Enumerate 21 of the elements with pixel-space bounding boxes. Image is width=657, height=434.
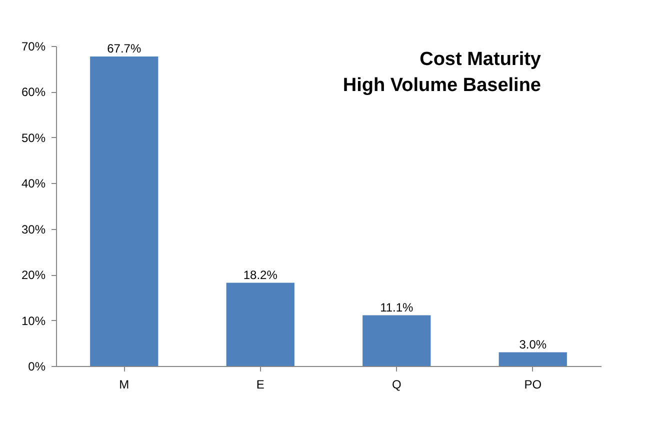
x-tick-label: Q (392, 378, 402, 392)
x-tick-label: E (256, 378, 264, 392)
y-tick-label: 30% (21, 222, 46, 236)
data-label: 3.0% (519, 337, 547, 352)
y-tick-label: 60% (21, 85, 46, 100)
data-label: 67.7% (107, 42, 142, 56)
y-tick-label: 40% (21, 176, 46, 191)
y-tick-label: 10% (21, 314, 46, 328)
y-tick-label: 50% (21, 130, 46, 145)
data-label: 11.1% (380, 300, 414, 314)
y-tick-label: 20% (21, 268, 46, 282)
x-tick-label: PO (524, 378, 542, 392)
y-tick-label: 0% (28, 360, 46, 374)
y-tick-label: 70% (21, 40, 46, 54)
data-label: 18.2% (243, 268, 278, 282)
bar (90, 56, 158, 366)
bar (362, 315, 431, 366)
text: Cost Maturity High Volume Baseline (342, 49, 542, 96)
bar (498, 352, 567, 366)
x-tick-label: M (119, 378, 130, 392)
bar (226, 282, 294, 366)
